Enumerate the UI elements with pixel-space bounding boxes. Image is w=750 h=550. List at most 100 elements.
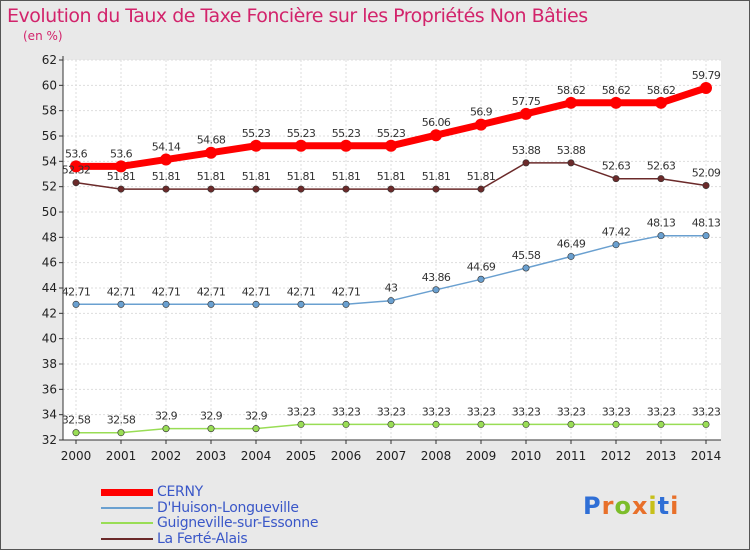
x-tick-label: 2014	[691, 449, 722, 463]
data-point-guigneville	[567, 420, 575, 428]
logo-letter: x	[631, 492, 649, 520]
data-label-cerny: 55.23	[287, 127, 316, 140]
data-label-cerny: 53.6	[110, 147, 133, 160]
data-label-laferte: 51.81	[287, 170, 316, 183]
data-label-guigneville: 33.23	[377, 405, 406, 418]
data-point-cerny	[115, 160, 127, 173]
logo-letter: r	[601, 492, 615, 520]
data-label-laferte: 51.81	[107, 170, 136, 183]
x-tick-label: 2013	[646, 449, 677, 463]
data-label-cerny: 58.62	[647, 84, 676, 97]
data-point-dhuison	[612, 241, 620, 249]
data-label-guigneville: 32.9	[200, 410, 223, 423]
y-tick-label: 48	[42, 230, 57, 244]
data-point-cerny	[610, 96, 622, 109]
data-label-guigneville: 33.23	[422, 405, 451, 418]
data-point-dhuison	[117, 300, 125, 308]
logo-letter: t	[657, 492, 671, 520]
data-label-laferte: 52.63	[647, 160, 676, 173]
data-label-guigneville: 33.23	[602, 405, 631, 418]
data-point-cerny	[340, 139, 352, 152]
data-label-laferte: 51.81	[152, 170, 181, 183]
data-label-cerny: 55.23	[332, 127, 361, 140]
data-point-dhuison	[432, 286, 440, 294]
legend-swatch-guigneville	[101, 522, 153, 524]
y-tick-label: 32	[42, 433, 57, 447]
data-point-dhuison	[207, 300, 215, 308]
logo-letter: i	[648, 492, 658, 520]
data-point-dhuison	[72, 300, 80, 308]
data-point-guigneville	[612, 420, 620, 428]
data-point-cerny	[520, 107, 532, 120]
data-point-laferte	[567, 159, 575, 167]
data-label-guigneville: 33.23	[332, 405, 361, 418]
data-label-laferte: 51.81	[377, 170, 406, 183]
data-point-cerny	[70, 160, 82, 173]
legend-swatch-dhuison	[101, 507, 153, 509]
data-label-cerny: 58.62	[557, 84, 586, 97]
x-tick-label: 2002	[151, 449, 182, 463]
data-label-guigneville: 33.23	[557, 405, 586, 418]
data-label-laferte: 51.81	[467, 170, 496, 183]
data-label-dhuison: 46.49	[557, 237, 586, 250]
data-point-laferte	[657, 175, 665, 183]
data-point-guigneville	[117, 429, 125, 437]
x-tick-label: 2010	[511, 449, 542, 463]
data-label-guigneville: 32.9	[155, 410, 178, 423]
data-label-cerny: 57.75	[512, 95, 541, 108]
data-label-laferte: 52.32	[62, 164, 91, 177]
data-label-cerny: 54.68	[197, 134, 226, 147]
legend-label-guigneville: Guigneville-sur-Essonne	[157, 515, 319, 531]
data-point-dhuison	[522, 264, 530, 272]
data-label-dhuison: 43	[385, 282, 398, 295]
legend-swatch-cerny	[101, 488, 153, 496]
data-point-cerny	[250, 139, 262, 152]
data-point-laferte	[342, 185, 350, 193]
data-label-guigneville: 32.58	[62, 414, 91, 427]
data-point-guigneville	[207, 425, 215, 433]
x-tick-label: 2012	[601, 449, 632, 463]
y-tick-label: 50	[42, 205, 57, 219]
logo-letter: i	[670, 492, 680, 520]
data-label-laferte: 52.09	[692, 167, 721, 180]
y-tick-label: 40	[42, 332, 57, 346]
data-point-cerny	[295, 139, 307, 152]
data-label-laferte: 52.63	[602, 160, 631, 173]
data-point-laferte	[207, 185, 215, 193]
data-label-laferte: 51.81	[242, 170, 271, 183]
y-tick-label: 54	[42, 154, 57, 168]
legend-item-cerny: CERNY	[101, 484, 203, 500]
data-point-guigneville	[252, 425, 260, 433]
data-label-guigneville: 33.23	[512, 405, 541, 418]
data-label-laferte: 51.81	[197, 170, 226, 183]
data-label-dhuison: 48.13	[692, 217, 721, 230]
data-label-guigneville: 33.23	[467, 405, 496, 418]
data-point-dhuison	[342, 300, 350, 308]
data-point-dhuison	[387, 297, 395, 305]
x-tick-label: 2009	[466, 449, 497, 463]
data-label-dhuison: 42.71	[242, 285, 271, 298]
data-label-dhuison: 42.71	[332, 285, 361, 298]
data-point-dhuison	[657, 232, 665, 240]
data-point-laferte	[522, 159, 530, 167]
data-label-dhuison: 44.69	[467, 260, 496, 273]
legend-label-dhuison: D'Huison-Longueville	[157, 500, 299, 516]
data-point-cerny	[700, 81, 712, 94]
legend-item-laferte: La Ferté-Alais	[101, 531, 248, 547]
x-tick-label: 2005	[286, 449, 317, 463]
data-point-dhuison	[702, 232, 710, 240]
y-tick-label: 46	[42, 256, 57, 270]
x-tick-label: 2006	[331, 449, 362, 463]
data-label-dhuison: 45.58	[512, 249, 541, 262]
data-point-laferte	[117, 185, 125, 193]
chart-ylabel: (en %)	[23, 29, 63, 43]
data-point-dhuison	[477, 275, 485, 283]
data-point-laferte	[297, 185, 305, 193]
data-point-laferte	[252, 185, 260, 193]
x-tick-label: 2011	[556, 449, 587, 463]
data-point-guigneville	[162, 425, 170, 433]
data-point-cerny	[205, 146, 217, 159]
legend-label-laferte: La Ferté-Alais	[157, 531, 248, 547]
data-label-guigneville: 33.23	[647, 405, 676, 418]
data-label-guigneville: 32.58	[107, 414, 136, 427]
